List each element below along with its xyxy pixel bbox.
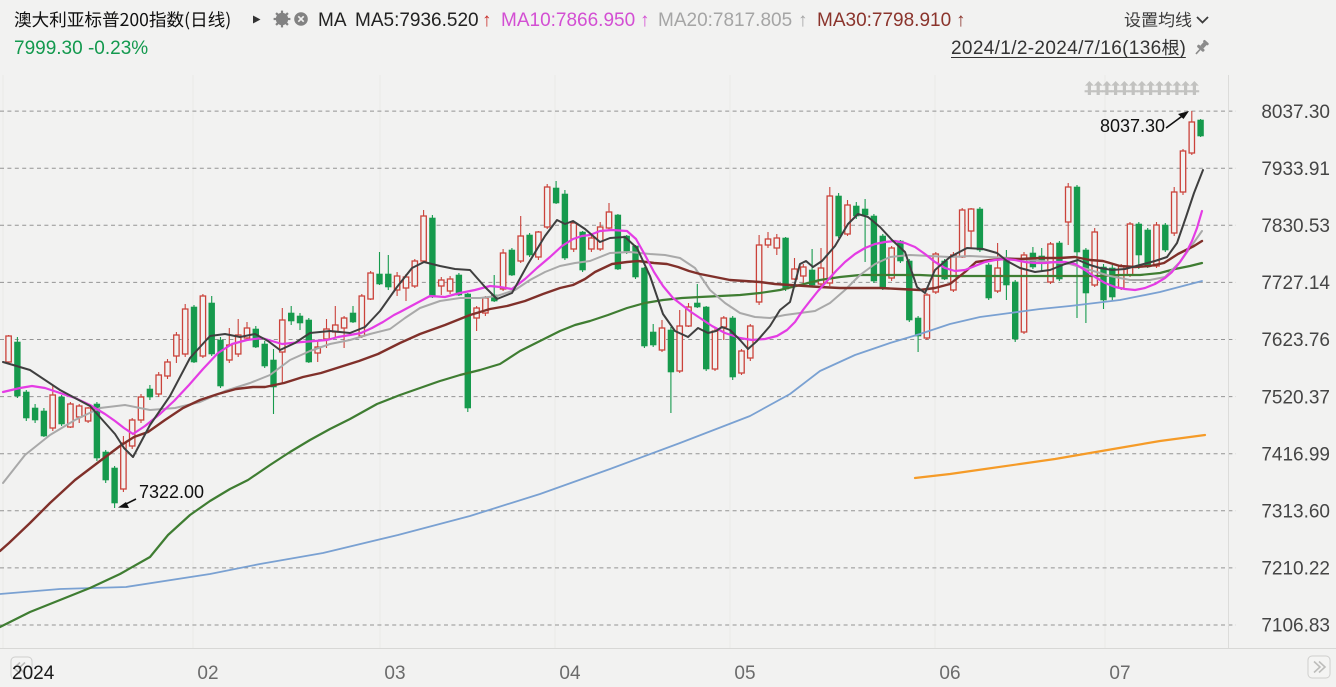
svg-text:7210.22: 7210.22 (1261, 559, 1330, 580)
svg-text:7933.91: 7933.91 (1261, 159, 1330, 180)
svg-text:MA: MA (318, 10, 347, 31)
svg-text:): ) (1180, 38, 1186, 59)
svg-text:7106.83: 7106.83 (1261, 616, 1330, 637)
svg-text:MA10:7866.950: MA10:7866.950 (501, 10, 635, 31)
svg-text:↑: ↑ (640, 10, 650, 31)
svg-text:7313.60: 7313.60 (1261, 502, 1330, 523)
svg-text:7830.53: 7830.53 (1261, 216, 1330, 237)
svg-text:03: 03 (384, 663, 405, 682)
svg-text:05: 05 (734, 663, 755, 682)
svg-text:MA20:7817.805: MA20:7817.805 (658, 10, 792, 31)
svg-text:8037.30: 8037.30 (1100, 116, 1165, 136)
svg-text:MA5:7936.520: MA5:7936.520 (355, 10, 479, 31)
svg-text:7623.76: 7623.76 (1261, 330, 1330, 351)
svg-text:7322.00: 7322.00 (139, 482, 204, 502)
svg-text:07: 07 (1109, 663, 1130, 682)
svg-text:↑: ↑ (482, 10, 492, 31)
svg-text:7999.30 -0.23%: 7999.30 -0.23% (14, 38, 148, 59)
svg-text:04: 04 (559, 663, 581, 682)
svg-text:↑: ↑ (956, 10, 966, 31)
svg-text:06: 06 (939, 663, 960, 682)
svg-text:7416.99: 7416.99 (1261, 444, 1330, 465)
svg-text:MA30:7798.910: MA30:7798.910 (817, 10, 951, 31)
svg-text:7727.14: 7727.14 (1261, 273, 1330, 294)
svg-text:8037.30: 8037.30 (1261, 102, 1330, 123)
svg-text:02: 02 (197, 663, 218, 682)
svg-text:2024/1/2-2024/7/16(136: 2024/1/2-2024/7/16(136 (951, 38, 1162, 59)
svg-text:↑: ↑ (798, 10, 808, 31)
svg-text:2024: 2024 (12, 663, 55, 682)
svg-text:7520.37: 7520.37 (1261, 387, 1330, 408)
